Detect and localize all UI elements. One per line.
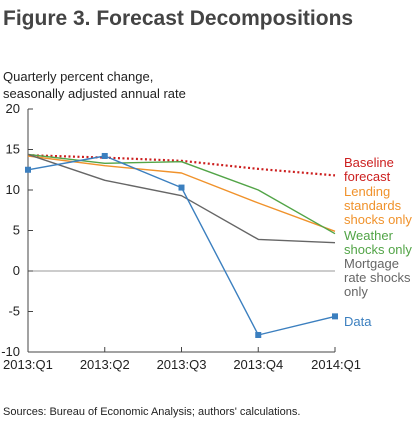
series-line-lending-standards-shocks-only [27, 155, 336, 232]
legend-label-mortgage-rate-shocks-only: rate shocks [344, 270, 411, 285]
series-line-data [27, 155, 336, 336]
legend-label-mortgage-rate-shocks-only: only [344, 284, 368, 299]
y-tick-label: 10 [6, 182, 20, 197]
y-axis-label-line-2: seasonally adjusted annual rate [3, 86, 186, 101]
legend-label-mortgage-rate-shocks-only: Mortgage [344, 256, 399, 271]
legend-label-lending-standards-shocks-only: Lending [344, 184, 390, 199]
y-tick-label: -5 [8, 304, 20, 319]
legend-label-lending-standards-shocks-only: shocks only [344, 212, 412, 227]
series-line-baseline-forecast [27, 154, 336, 177]
x-tick-label: 2013:Q3 [157, 357, 207, 372]
x-tick-label: 2013:Q4 [233, 357, 283, 372]
source-note: Sources: Bureau of Economic Analysis; au… [3, 406, 301, 418]
x-tick-label: 2013:Q1 [3, 357, 53, 372]
series-line-weather-shocks-only [27, 153, 336, 235]
x-tick-label: 2013:Q2 [80, 357, 130, 372]
legend-label-baseline-forecast: Baseline [344, 155, 394, 170]
series-line-mortgage-rate-shocks-only [27, 153, 336, 244]
legend-label-lending-standards-shocks-only: standards [344, 198, 402, 213]
legend-label-weather-shocks-only: Weather [344, 228, 394, 243]
y-tick-label: 0 [13, 263, 20, 278]
legend-label-weather-shocks-only: shocks only [344, 242, 412, 257]
legend-label-baseline-forecast: forecast [344, 169, 391, 184]
data-point-marker [255, 331, 262, 338]
chart-title: Figure 3. Forecast Decompositions [3, 7, 354, 30]
y-tick-label: 5 [13, 223, 20, 238]
x-tick-label: 2014:Q1 [311, 357, 361, 372]
data-point-marker [332, 313, 338, 320]
legend-label-data: Data [344, 314, 372, 329]
y-tick-label: 20 [6, 101, 20, 116]
y-axis-label-line-1: Quarterly percent change, [3, 69, 154, 84]
data-point-marker [25, 166, 31, 173]
y-tick-label: 15 [6, 142, 20, 157]
y-tick-label: -10 [1, 344, 20, 359]
y-axis-label: Quarterly percent change, seasonally adj… [3, 68, 186, 102]
data-point-marker [178, 184, 185, 191]
data-point-marker [101, 152, 108, 159]
